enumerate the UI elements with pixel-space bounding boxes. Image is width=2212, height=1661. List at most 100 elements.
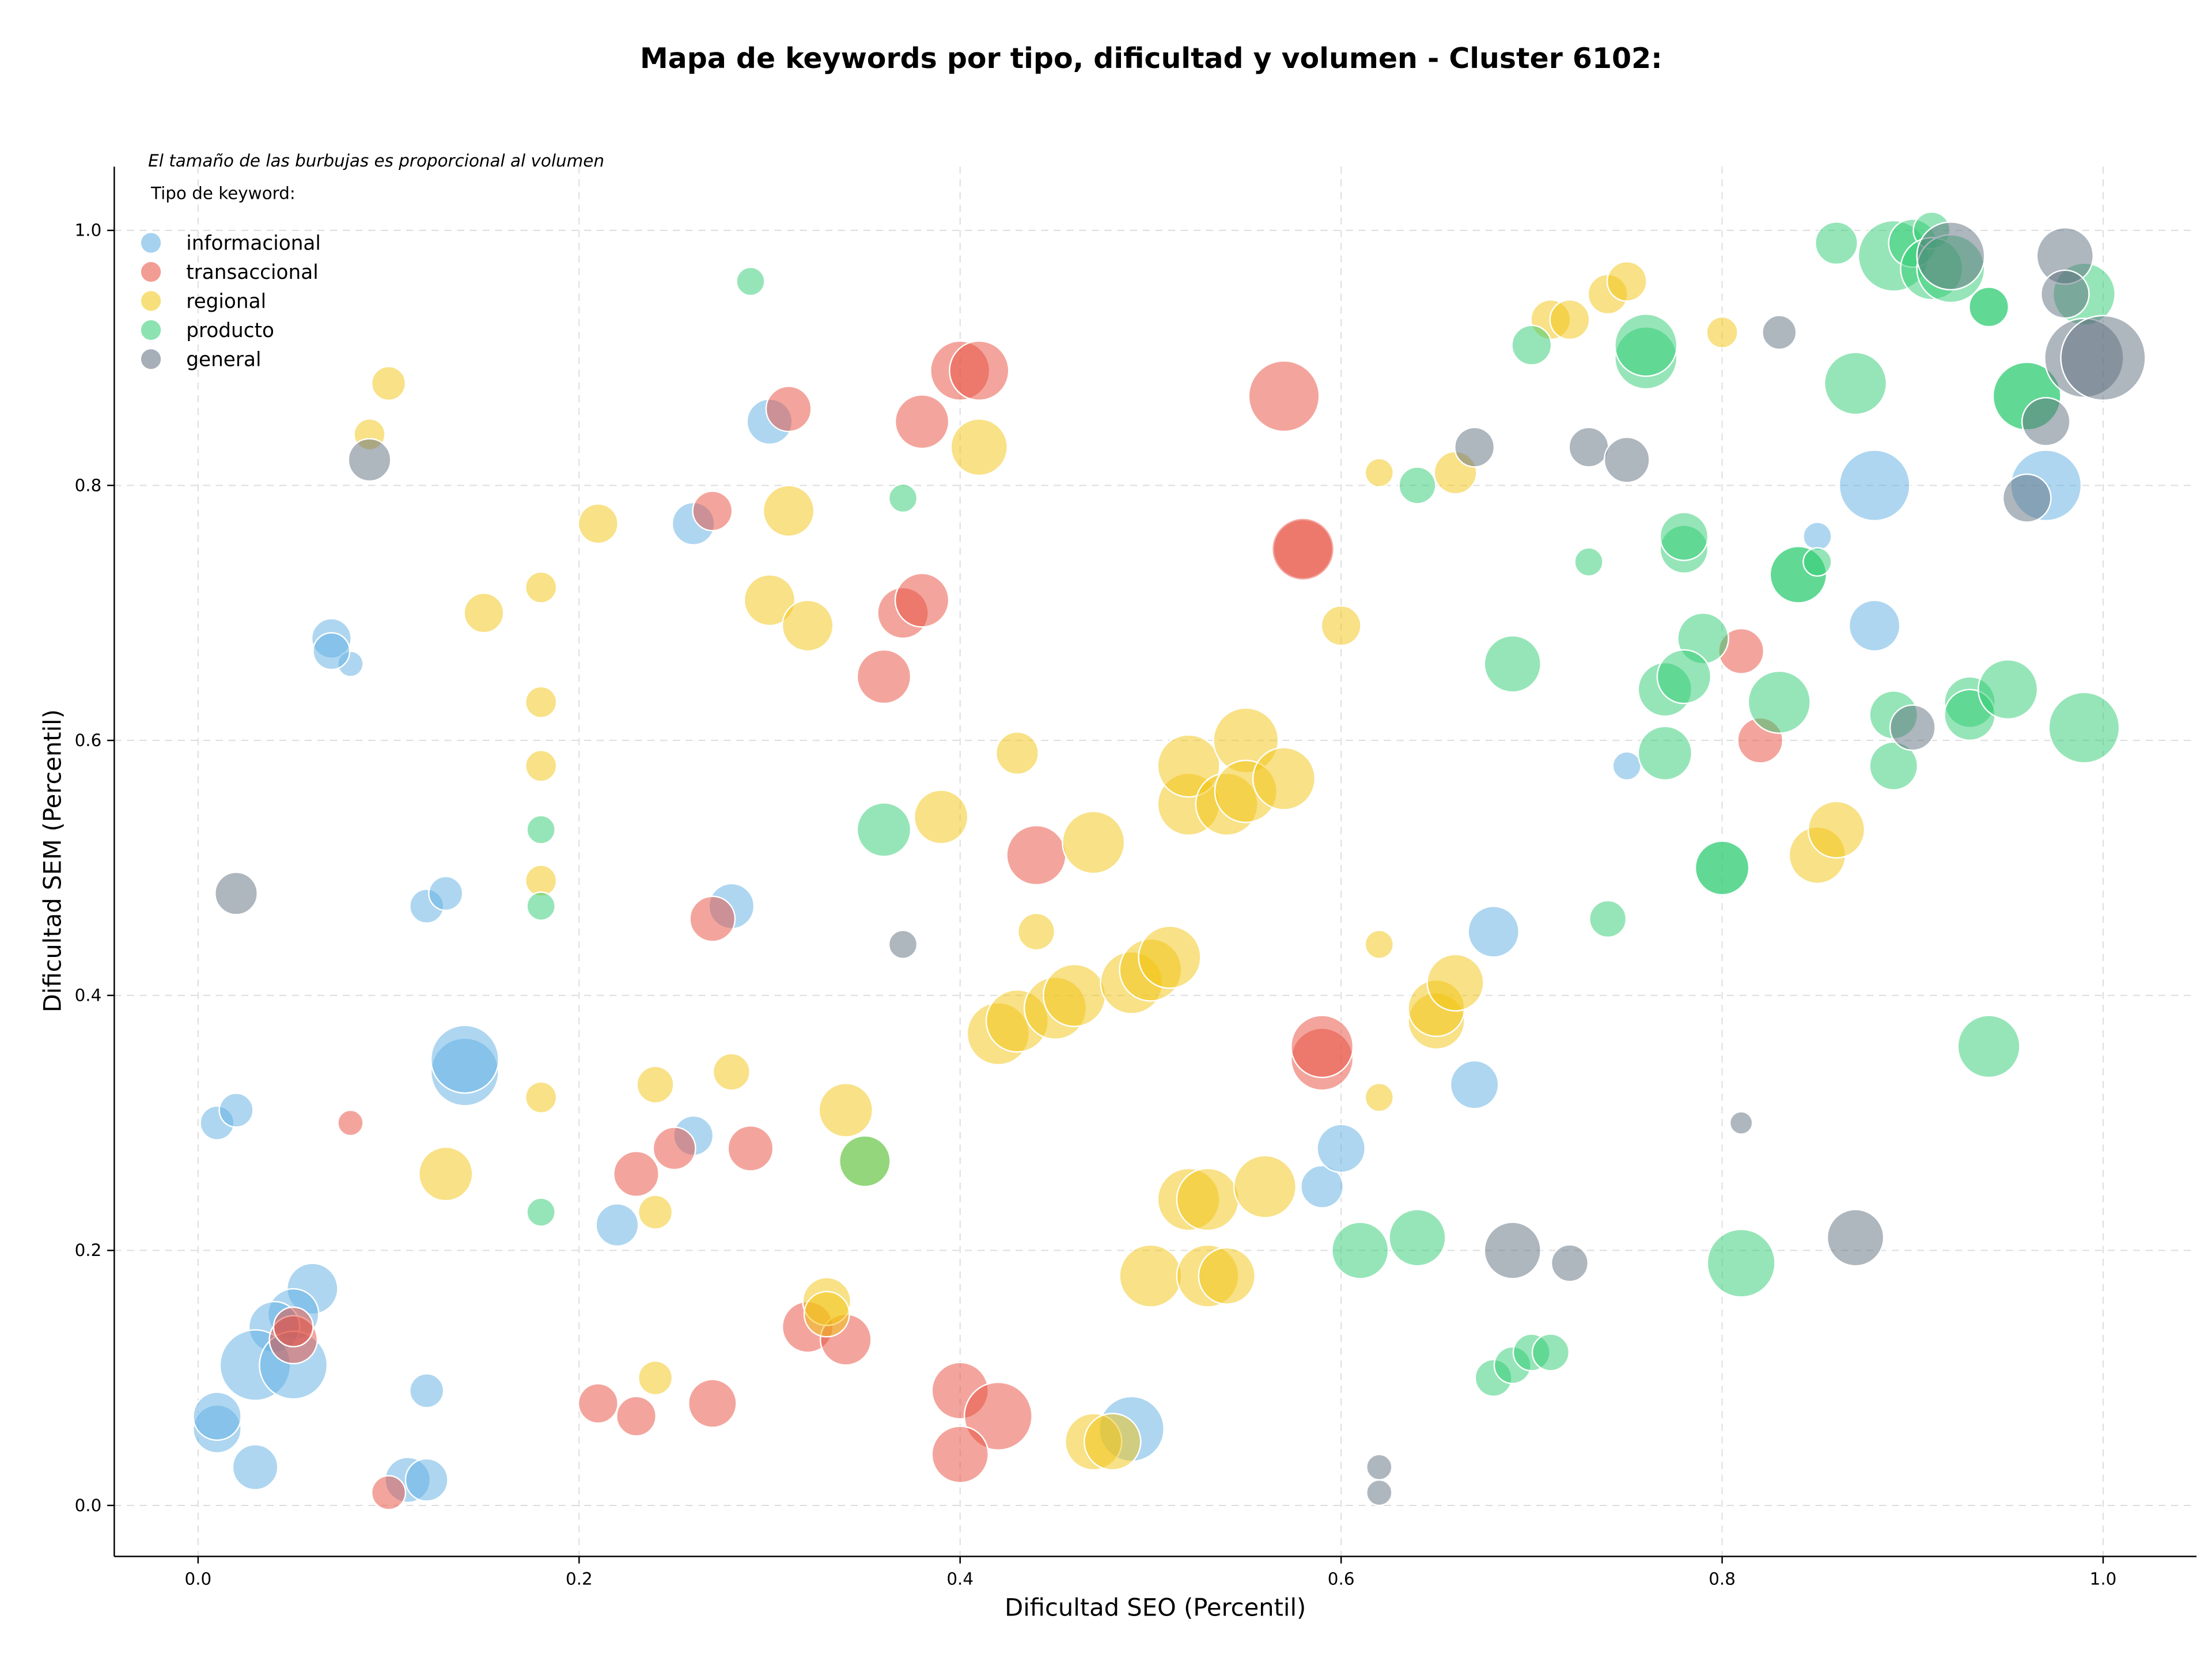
bubble — [762, 485, 815, 538]
bubble — [577, 503, 619, 544]
bubble — [1747, 670, 1811, 734]
bubble — [218, 1092, 254, 1128]
chart-title: Mapa de keywords por tipo, dificultad y … — [640, 42, 1662, 75]
bubble — [712, 1053, 751, 1091]
legend: El tamaño de las burbujas es proporciona… — [141, 151, 604, 372]
bubble — [1802, 547, 1832, 577]
bubble — [272, 1306, 314, 1348]
bubble — [1531, 1333, 1570, 1372]
bubble — [856, 802, 912, 857]
legend-marker — [141, 262, 161, 282]
bubble — [1398, 466, 1437, 505]
bubble — [214, 871, 258, 915]
bubble — [818, 1083, 874, 1138]
bubble — [418, 1146, 474, 1202]
series-group — [268, 340, 1784, 1511]
legend-label: general — [186, 349, 261, 372]
bubble — [1612, 751, 1642, 781]
bubble — [1807, 800, 1866, 859]
y-tick-label: 1.0 — [75, 221, 102, 240]
bubble — [1248, 360, 1320, 433]
x-axis-label: Dificultad SEO (Percentil) — [1005, 1593, 1306, 1621]
bubble — [526, 1197, 556, 1227]
bubble — [1589, 899, 1627, 939]
bubble — [913, 789, 969, 845]
bubble — [1454, 426, 1495, 468]
legend-label: regional — [186, 290, 266, 313]
bubble — [525, 750, 558, 782]
bubble — [1366, 1454, 1393, 1481]
bubble — [1659, 512, 1709, 561]
bubble — [1252, 747, 1316, 811]
x-tick-label: 1.0 — [2090, 1569, 2117, 1588]
bubble — [1006, 824, 1067, 886]
bubble — [1957, 1015, 2021, 1079]
bubble — [312, 632, 351, 671]
bubble — [2040, 269, 2090, 319]
bubble — [995, 731, 1039, 775]
y-tick-label: 0.2 — [75, 1240, 102, 1260]
bubble — [370, 365, 407, 402]
bubble — [692, 490, 733, 532]
bubble — [1549, 299, 1590, 340]
bubble — [894, 572, 950, 628]
bubble — [409, 1373, 445, 1409]
bubble — [1198, 1247, 1256, 1305]
bubble — [1388, 1209, 1446, 1267]
bubble — [337, 1109, 364, 1137]
bubble — [1848, 599, 1901, 652]
legend-title: Tipo de keyword: — [150, 184, 296, 203]
series-group — [526, 211, 2120, 1397]
bubble — [1084, 1413, 1142, 1471]
bubble — [1568, 426, 1609, 468]
plot-area: 0.0 0.2 0.4 0.6 0.8 1.0 0.0 0.2 0.4 0.6 0.8 1.0 — [75, 167, 2197, 1588]
bubble — [1043, 963, 1107, 1027]
bubble — [1467, 905, 1520, 958]
bubble — [1762, 315, 1797, 350]
series-group — [214, 221, 2146, 1507]
y-axis-label: Dificultad SEM (Percentil) — [38, 709, 66, 1012]
bubble — [727, 1125, 774, 1172]
bubble — [1869, 741, 1919, 791]
bubble — [1550, 1244, 1589, 1282]
bubble — [931, 1425, 989, 1484]
x-tick-label: 0.4 — [946, 1569, 974, 1588]
bubble — [2060, 315, 2146, 401]
bubble — [525, 1081, 558, 1114]
bubble — [1316, 1123, 1366, 1174]
legend-marker — [141, 349, 161, 369]
bubble — [1300, 1164, 1344, 1209]
bubble — [1062, 811, 1126, 875]
bubble — [192, 1391, 242, 1441]
legend-label: transaccional — [186, 261, 319, 284]
bubble — [1978, 659, 2039, 720]
bubble — [428, 876, 464, 911]
bubble — [1233, 1155, 1297, 1219]
bubble — [949, 340, 1010, 401]
bubble — [1706, 316, 1738, 349]
bubble — [963, 1382, 1033, 1451]
bubble — [1637, 725, 1693, 781]
bubble — [1138, 925, 1202, 989]
bubble — [1838, 449, 1911, 521]
bubble — [2048, 691, 2120, 764]
bubble — [781, 599, 834, 652]
bubble — [1706, 1228, 1776, 1298]
y-tick-label: 0.4 — [75, 986, 102, 1005]
bubble — [1889, 704, 1936, 751]
bubble — [765, 385, 812, 433]
bubble — [1968, 286, 2010, 328]
bubble — [1656, 649, 1712, 705]
bubble — [1574, 547, 1604, 577]
bubble — [1364, 929, 1395, 959]
bubble — [888, 929, 918, 959]
y-tick-label: 0.8 — [75, 475, 102, 495]
legend-label: informacional — [186, 232, 321, 255]
bubble — [637, 1194, 673, 1230]
bubble — [1364, 1083, 1395, 1113]
bubble — [526, 815, 556, 845]
bubble — [1176, 1167, 1240, 1231]
legend-marker — [141, 320, 161, 340]
bubble — [1603, 436, 1650, 483]
